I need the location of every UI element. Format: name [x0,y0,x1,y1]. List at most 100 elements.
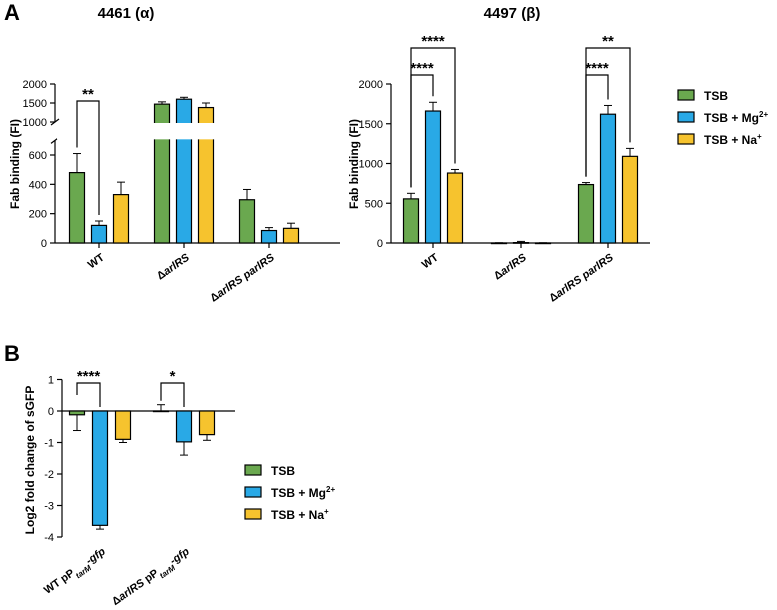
chart-a2-ylabel: Fab binding (FI) [347,119,361,209]
legend-b: TSB TSB + Mg2+ TSB + Na+ [244,464,335,522]
chart-a1-yticklabel-low-1: 200 [29,209,47,221]
chart-b-yticklabel-0: -4 [44,532,54,544]
chart-a2-sig-3-bracket [585,47,631,177]
chart-a2-yticklabel-0: 0 [377,238,383,250]
legend-a-entry-0: TSB [704,89,728,103]
chart-a1-yticklabel-low-0: 0 [41,238,47,250]
chart-a1-xticklabel-2-part-1: arlRS parlRS [215,251,278,300]
chart-a1-yticklabel-low-2: 400 [29,179,47,191]
chart-a2-yticklabel-4: 2000 [359,79,383,91]
legend-b-entry-1-sup: 2+ [326,485,335,494]
chart-a2-xticklabel-2-part-1: arlRS parlRS [554,251,617,300]
chart-a1-xticklabel-0: WT [86,251,107,271]
chart-b-sig-0-label: **** [77,368,101,385]
chart-b-xticklabel-1: ΔarlRS pPtarM-gfp [110,545,194,610]
chart-a2-xticklabel-0: WT [420,251,441,271]
chart-a2-xticklabel-0-part-0: WT [420,251,441,271]
legend-a-swatch-1 [677,111,695,123]
chart-b-bar-1-2 [198,410,216,436]
chart-b-xticklabel-0-part-2: -gfp [84,545,108,567]
legend-a-swatch-2 [677,133,695,145]
legend-b-entry-2-text: TSB + Na [271,508,324,522]
chart-a1-xticklabel-2: ΔarlRS parlRS [208,251,277,304]
chart-a2-bar-0-1 [424,110,442,244]
legend-a-entry-1-text: TSB + Mg [704,111,759,125]
legend-b-entry-1-text: TSB + Mg [271,486,326,500]
chart-a2-yticklabel-1: 500 [365,198,383,210]
chart-a1-xticklabel-1-part-1: arlRS [161,251,192,278]
chart-b-sig-1-bracket [160,382,185,407]
chart-a1-yticklabel-up-1: 1500 [23,98,47,110]
chart-a2-bar-2-1 [599,113,617,244]
chart-a2-bar-2-0 [577,183,595,244]
chart-b-bar-0-1 [91,410,109,526]
chart-a1-sig-0-bracket [76,100,100,215]
chart-a1-title: 4461 (α) [98,5,155,22]
chart-b-yticklabel-3: -1 [44,438,54,450]
legend-a-entry-2: TSB + Na+ [704,132,762,147]
chart-b-yticklabel-2: -2 [44,469,54,481]
legend-b-entry-1: TSB + Mg2+ [271,485,335,500]
chart-a1-bar-0-0 [68,172,86,244]
chart-a2-sig-1-label: **** [421,33,445,50]
chart-a1-xticklabel-0-part-0: WT [86,251,107,271]
legend-b-entry-0-text: TSB [271,464,295,478]
chart-a1-break-band [57,123,342,140]
legend-a-entry-1-sup: 2+ [759,110,768,119]
chart-b-bar-0-2 [114,410,132,440]
legend-b-swatch-2 [244,508,262,520]
chart-b-xticklabel-0-part-0: WT pP [42,567,77,596]
chart-a1-xticklabel-1: ΔarlRS [155,251,192,282]
chart-a2-yticklabel-2: 1000 [359,159,383,171]
chart-a2-xticklabel-1: ΔarlRS [492,251,529,282]
chart-a2-bar-0-0 [402,198,420,244]
chart-b-sig-0-bracket [76,382,101,407]
chart-b-bar-1-1 [175,410,193,443]
legend-b-swatch-0 [244,464,262,476]
chart-a1-sig-0-label: ** [82,86,94,103]
chart-a1-yticklabel-up-2: 2000 [23,79,47,91]
panel-a-label: A [4,0,20,25]
legend-b-entry-2: TSB + Na+ [271,507,329,522]
legend-a-entry-2-sup: + [757,132,762,141]
chart-a2-bar-2-2 [621,155,639,244]
chart-b-yticklabel-1: -3 [44,501,54,513]
chart-a1-yticklabel-low-3: 600 [29,150,47,162]
chart-a2-xticklabel-2: ΔarlRS parlRS [547,251,616,304]
chart-a1-bar-2-0 [238,199,256,244]
chart-a2-sig-2-label: **** [585,60,609,77]
chart-b-bar-1-0 [152,410,170,413]
chart-a2-sig-1-bracket [410,47,456,188]
chart-a1-bar-0-2 [112,194,130,244]
chart-a1-ylabel: Fab binding (FI) [8,119,22,209]
chart-a2-xticklabel-1-part-1: arlRS [498,251,529,278]
panel-b-label: B [4,341,20,366]
chart-a2-bar-0-2 [446,172,464,244]
legend-a-entry-1: TSB + Mg2+ [704,110,768,125]
chart-a1: 0 200 400 600 1000 1500 2000 WT ΔarlRS ΔarlRS par… [23,79,342,305]
chart-a2-title: 4497 (β) [484,5,541,22]
legend-b-entry-2-sup: + [324,507,329,516]
chart-a1-bar-0-1 [90,224,108,244]
legend-b-entry-0: TSB [271,464,295,478]
chart-a1-bar-2-2 [282,227,300,244]
chart-b-xticklabel-1-part-4: -gfp [168,545,192,567]
chart-b-bar-0-0 [68,410,86,416]
chart-b-ylabel: Log2 fold change of sGFP [23,386,37,535]
chart-b-yticklabel-5: 1 [48,375,54,387]
chart-a2-yticklabel-3: 1500 [359,119,383,131]
chart-a2-sig-0-label: **** [410,60,434,77]
chart-a1-bar-1-1 [175,98,193,244]
legend-a-swatch-0 [677,89,695,101]
chart-a2-sig-3-label: ** [602,33,614,50]
legend-a-entry-2-text: TSB + Na [704,133,757,147]
legend-a-entry-0-text: TSB [704,89,728,103]
chart-b-xticklabel-0: WT pPtarM-gfp [42,545,110,599]
legend-a: TSB TSB + Mg2+ TSB + Na+ [677,89,768,147]
chart-a1-yticklabel-up-0: 1000 [23,117,47,129]
chart-b-sig-1-label: * [170,368,176,385]
legend-b-swatch-1 [244,486,262,498]
